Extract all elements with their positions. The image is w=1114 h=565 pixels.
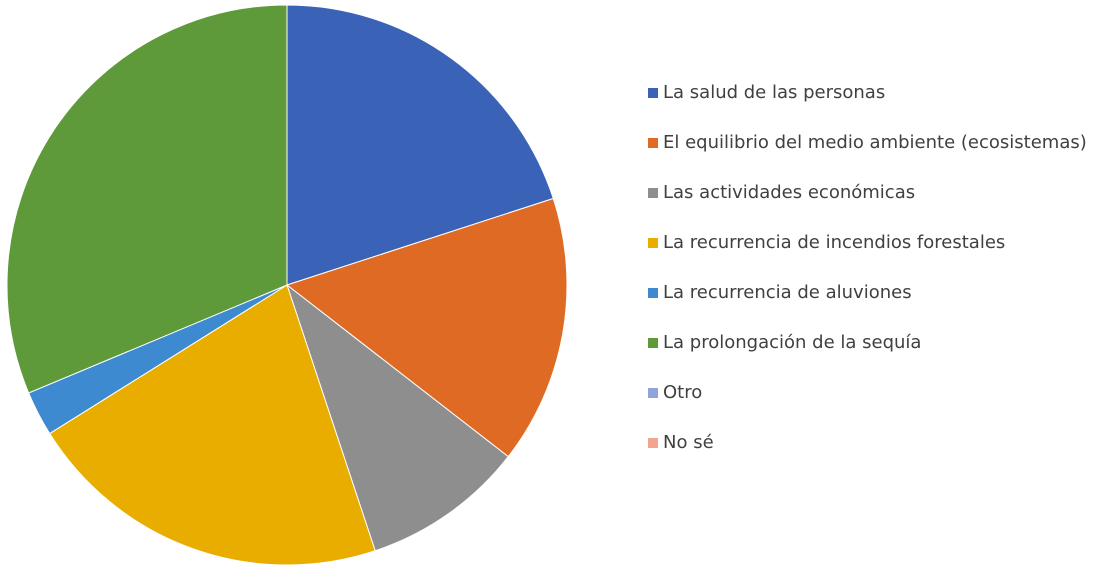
legend-label: La prolongación de la sequía [663,332,922,353]
legend-item: La recurrencia de incendios forestales [648,232,1108,254]
legend-item: Otro [648,382,1108,404]
legend-label: No sé [663,432,714,453]
pie-slice [286,4,554,286]
legend-swatch [648,138,658,148]
pie-slice [286,283,509,552]
legend-swatch [648,438,658,448]
legend-item: La salud de las personas [648,82,1108,104]
pie-slice [285,197,568,458]
legend-swatch [648,288,658,298]
legend-label: La recurrencia de aluviones [663,282,912,303]
pie-slice [6,4,288,394]
legend-label: El equilibrio del medio ambiente (ecosis… [663,132,1087,153]
legend-item: Las actividades económicas [648,182,1108,204]
legend-swatch [648,338,658,348]
legend-label: La salud de las personas [663,82,886,103]
legend-label: Las actividades económicas [663,182,916,203]
legend-label: Otro [663,382,703,403]
legend-item: No sé [648,432,1108,454]
legend-swatch [648,88,658,98]
legend-swatch [648,238,658,248]
legend-item: La recurrencia de aluviones [648,282,1108,304]
legend-item: El equilibrio del medio ambiente (ecosis… [648,132,1108,154]
legend-swatch [648,188,658,198]
legend-swatch [648,388,658,398]
pie-slice [48,284,376,565]
legend-item: La prolongación de la sequía [648,332,1108,354]
legend-label: La recurrencia de incendios forestales [663,232,1006,253]
